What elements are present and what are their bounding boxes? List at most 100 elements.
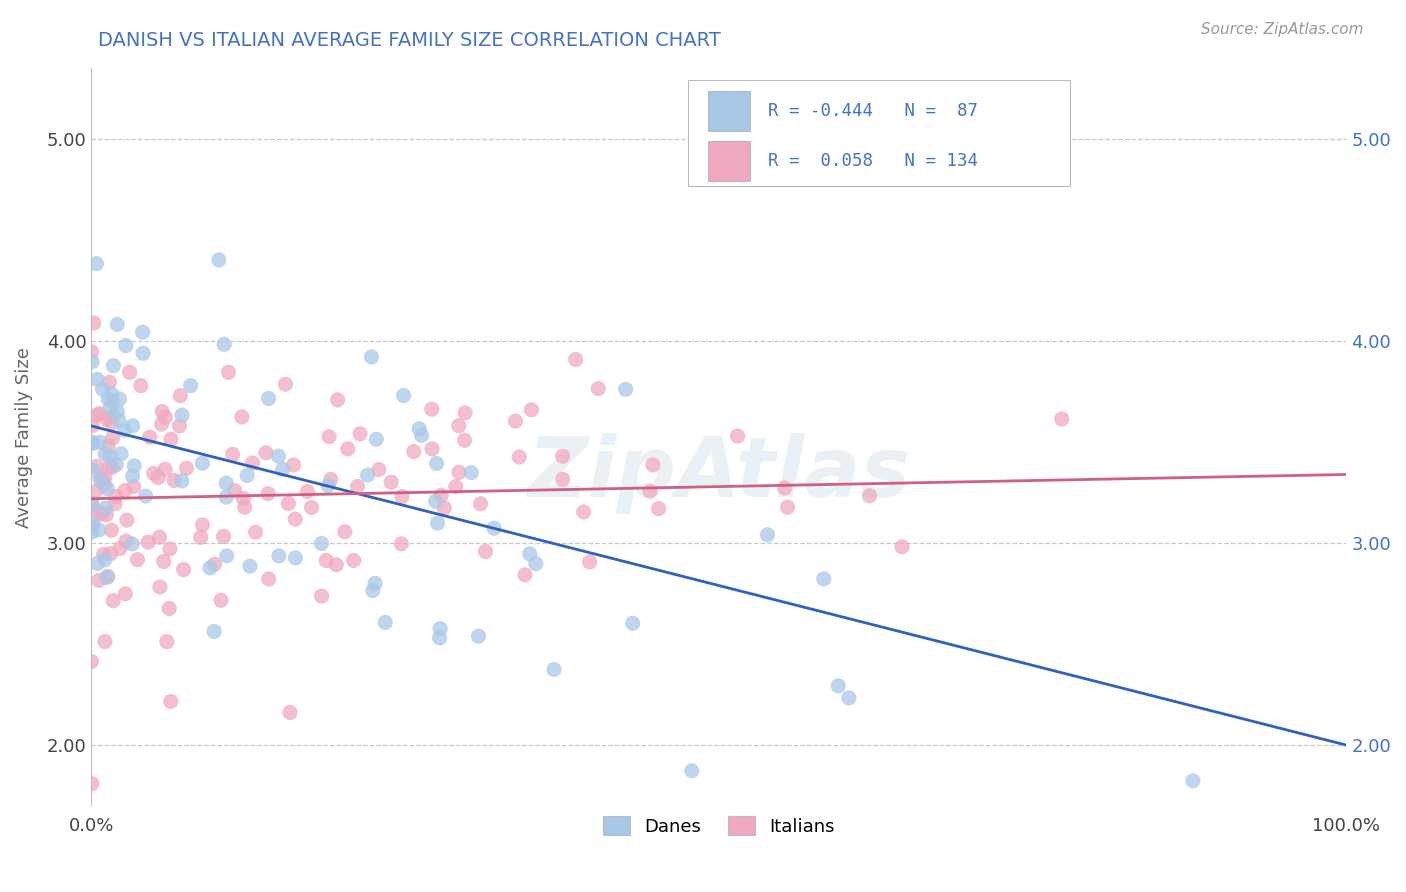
Point	[97, 392, 120, 407]
Y-axis label: Average Family Size: Average Family Size	[15, 347, 32, 527]
Point	[190, 530, 212, 544]
Point	[105, 318, 128, 332]
Point	[108, 392, 131, 406]
Point	[114, 423, 136, 437]
Point	[827, 679, 849, 693]
Point	[94, 553, 117, 567]
Point	[89, 435, 111, 450]
Point	[153, 462, 176, 476]
Point	[96, 412, 118, 426]
Point	[349, 426, 371, 441]
Point	[614, 382, 637, 396]
Point	[86, 408, 108, 422]
Point	[98, 376, 121, 390]
Point	[301, 500, 323, 515]
Point	[513, 568, 536, 582]
Point	[176, 461, 198, 475]
Point	[233, 500, 256, 515]
Point	[454, 406, 477, 420]
Point	[364, 576, 387, 591]
Point	[838, 690, 860, 705]
Point	[105, 458, 128, 472]
Point	[284, 550, 307, 565]
Point	[172, 408, 194, 422]
Point	[681, 764, 703, 778]
Point	[91, 382, 114, 396]
Point	[97, 569, 120, 583]
Point	[756, 528, 779, 542]
Point	[98, 459, 121, 474]
Point	[380, 475, 402, 490]
Point	[236, 468, 259, 483]
Point	[257, 572, 280, 586]
Point	[191, 456, 214, 470]
Point	[108, 413, 131, 427]
Point	[505, 414, 527, 428]
Point	[297, 484, 319, 499]
Point	[82, 516, 104, 531]
Point	[103, 359, 125, 373]
Point	[146, 470, 169, 484]
Point	[110, 447, 132, 461]
Point	[191, 517, 214, 532]
Point	[727, 429, 749, 443]
Point	[170, 474, 193, 488]
Point	[367, 462, 389, 476]
Point	[94, 634, 117, 648]
Point	[621, 616, 644, 631]
Point	[114, 587, 136, 601]
Point	[83, 316, 105, 330]
Point	[278, 706, 301, 720]
Point	[402, 444, 425, 458]
Point	[150, 404, 173, 418]
Point	[90, 507, 112, 521]
Point	[215, 490, 238, 504]
Point	[121, 537, 143, 551]
Point	[215, 476, 238, 491]
Point	[80, 518, 103, 533]
Point	[311, 536, 333, 550]
Point	[98, 449, 121, 463]
Point	[429, 622, 451, 636]
Point	[425, 494, 447, 508]
Point	[316, 478, 339, 492]
Point	[360, 350, 382, 364]
Point	[139, 430, 162, 444]
Point	[578, 555, 600, 569]
Point	[159, 694, 181, 708]
Text: ZipAtlas: ZipAtlas	[527, 434, 911, 515]
Point	[101, 416, 124, 430]
Point	[169, 419, 191, 434]
Point	[891, 540, 914, 554]
Point	[93, 478, 115, 492]
Point	[208, 252, 231, 267]
Point	[105, 405, 128, 419]
Point	[231, 409, 253, 424]
Point	[391, 490, 413, 504]
Point	[551, 449, 574, 463]
Point	[156, 634, 179, 648]
Point	[217, 365, 239, 379]
Point	[420, 442, 443, 456]
Point	[98, 401, 121, 415]
Point	[90, 473, 112, 487]
Point	[638, 484, 661, 499]
Point	[80, 777, 103, 791]
Point	[94, 501, 117, 516]
Point	[101, 387, 124, 401]
Point	[524, 557, 547, 571]
Point	[84, 484, 107, 499]
Point	[284, 512, 307, 526]
Point	[94, 447, 117, 461]
Point	[87, 574, 110, 588]
Point	[257, 392, 280, 406]
Point	[444, 480, 467, 494]
Point	[122, 480, 145, 494]
Point	[93, 470, 115, 484]
Point	[101, 394, 124, 409]
Text: DANISH VS ITALIAN AVERAGE FAMILY SIZE CORRELATION CHART: DANISH VS ITALIAN AVERAGE FAMILY SIZE CO…	[98, 31, 721, 50]
Point	[1050, 412, 1073, 426]
Point	[169, 389, 191, 403]
Point	[135, 489, 157, 503]
Point	[319, 472, 342, 486]
